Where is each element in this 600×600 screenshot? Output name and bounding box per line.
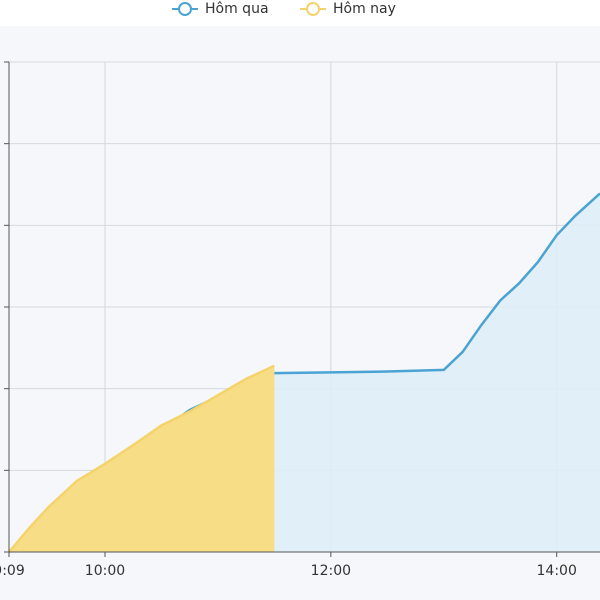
- x-tick-label: 10:00: [85, 563, 125, 579]
- legend-label: Hôm nay: [333, 1, 396, 17]
- legend-item[interactable]: Hôm qua: [172, 1, 269, 17]
- legend-marker: [178, 2, 192, 16]
- legend-item[interactable]: Hôm nay: [300, 1, 396, 17]
- series-line: [8, 364, 275, 553]
- x-tick-label: 12:00: [311, 563, 351, 579]
- legend-label: Hôm qua: [205, 1, 269, 17]
- legend-bar: [0, 0, 600, 26]
- x-tick-label: 14:00: [537, 563, 577, 579]
- legend-marker: [306, 2, 320, 16]
- x-tick-label: 9:09: [0, 563, 25, 579]
- series-area: [9, 365, 275, 552]
